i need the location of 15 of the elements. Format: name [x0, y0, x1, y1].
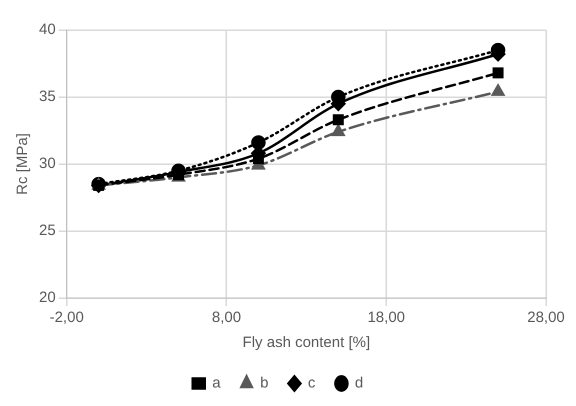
y-tick-label: 35 — [38, 88, 56, 106]
legend-label: a — [212, 374, 222, 392]
x-tick-label: 28,00 — [527, 309, 565, 326]
legend-label: d — [354, 374, 364, 392]
y-tick-label: 25 — [38, 222, 56, 240]
x-tick-label: 18,00 — [367, 309, 405, 326]
y-tick-label: 30 — [38, 155, 56, 172]
x-tick-label: 8,00 — [212, 309, 242, 326]
x-tick-label: -2,00 — [50, 309, 84, 326]
y-axis-title: Rc [MPa] — [14, 133, 32, 195]
legend-label: c — [308, 374, 316, 392]
y-tick-label: 20 — [38, 289, 56, 306]
x-axis-title: Fly ash content [%] — [242, 334, 370, 352]
legend-label: b — [260, 374, 268, 392]
y-tick-label: 40 — [38, 21, 56, 38]
